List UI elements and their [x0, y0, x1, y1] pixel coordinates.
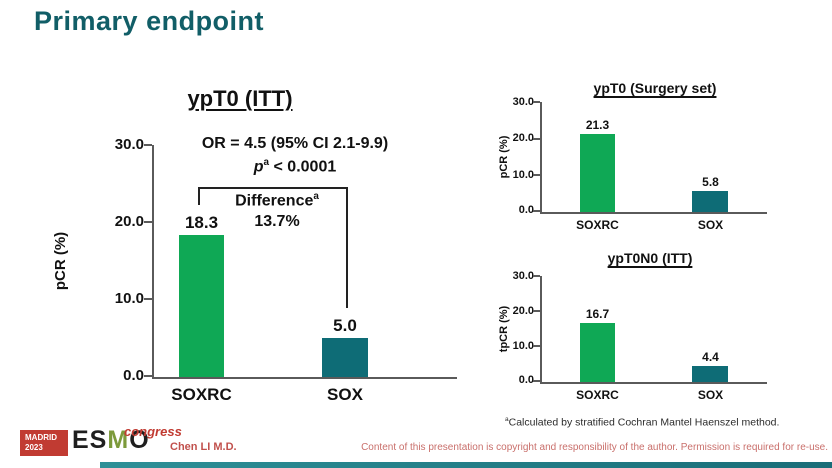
bar-value-soxrc: 21.3 — [585, 117, 610, 132]
chart-title-ypt0n0: ypT0N0 (ITT) — [607, 250, 693, 266]
y-tick-mark — [144, 375, 152, 377]
bar-soxrc — [179, 235, 224, 377]
y-tick-0: 0.0 — [123, 367, 144, 384]
y-tick-mark — [533, 210, 540, 212]
y-axis-label-pcr-small: pCR (%) — [498, 135, 510, 179]
footnote-superscript: a — [505, 416, 509, 423]
footnote: aCalculated by stratified Cochran Mantel… — [505, 416, 780, 429]
bar-value-sox: 4.4 — [702, 350, 719, 365]
y-axis-label-pcr: pCR (%) — [52, 231, 69, 291]
difference-value: 13.7% — [254, 213, 300, 230]
y-tick-30: 30.0 — [114, 136, 144, 153]
difference-superscript: a — [313, 191, 319, 202]
presenter-name: Chen LI M.D. — [170, 441, 237, 453]
plot-area-surgery-set: 30.0 20.0 10.0 0.0 21.3 5.8 SOXRC SOX — [513, 96, 767, 232]
y-tick-30: 30.0 — [512, 270, 534, 282]
chart-ypt0n0-itt: ypT0N0 (ITT) tpCR (%) 30.0 20.0 10.0 0.0… — [490, 248, 820, 420]
comparison-bracket-horizontal — [198, 187, 348, 189]
bar-sox — [692, 190, 728, 212]
y-tick-mark — [533, 174, 540, 176]
y-axis-label-tpcr: tpCR (%) — [498, 305, 510, 353]
bar-value-sox: 5.8 — [702, 174, 719, 189]
difference-label: Differencea — [235, 191, 319, 210]
y-tick-10: 10.0 — [512, 169, 534, 181]
y-tick-mark — [533, 380, 540, 382]
y-tick-mark — [144, 221, 152, 223]
y-tick-0: 0.0 — [518, 204, 534, 216]
x-label-sox: SOX — [697, 218, 724, 232]
x-label-soxrc: SOXRC — [576, 388, 619, 402]
plot-area-ypt0n0: 30.0 20.0 10.0 0.0 16.7 4.4 SOXRC SOX — [513, 270, 767, 402]
logo-year: 2023 — [25, 442, 43, 452]
bar-soxrc — [580, 323, 615, 382]
chart-ypt0-surgery-set: ypT0 (Surgery set) pCR (%) 30.0 20.0 10.… — [490, 78, 820, 243]
comparison-bracket-left-drop — [198, 187, 200, 205]
bar-sox — [322, 338, 368, 377]
y-tick-10: 10.0 — [512, 340, 534, 352]
esmo-congress-logo: MADRID 2023 ESMO congress — [20, 424, 182, 462]
y-tick-20: 20.0 — [512, 132, 534, 144]
page-title: Primary endpoint — [34, 6, 265, 36]
y-tick-30: 30.0 — [512, 96, 534, 108]
copyright-disclaimer: Content of this presentation is copyrigh… — [361, 442, 828, 453]
x-label-sox: SOX — [697, 388, 724, 402]
y-tick-mark — [533, 101, 540, 103]
odds-ratio-annotation: OR = 4.5 (95% CI 2.1-9.9) — [201, 135, 389, 152]
y-tick-mark — [533, 345, 540, 347]
madrid-2023-badge: MADRID 2023 — [20, 430, 68, 456]
congress-label: congress — [124, 424, 182, 439]
logo-city: MADRID — [25, 433, 57, 442]
comparison-bracket-right-drop — [346, 187, 348, 308]
p-superscript: a — [263, 157, 270, 168]
bar-value-soxrc: 16.7 — [585, 307, 610, 321]
bar-soxrc — [580, 133, 615, 212]
y-tick-mark — [144, 298, 152, 300]
p-value-annotation: pa < 0.0001 — [145, 157, 445, 176]
esmo-wordmark: ESMO — [72, 426, 150, 454]
y-tick-0: 0.0 — [518, 374, 534, 386]
y-tick-20: 20.0 — [114, 213, 144, 230]
y-tick-mark — [144, 144, 152, 146]
x-label-soxrc: SOXRC — [576, 218, 619, 232]
y-tick-20: 20.0 — [512, 305, 534, 317]
esmo-m-green: M — [107, 426, 130, 454]
chart-title-surgery-set: ypT0 (Surgery set) — [593, 80, 717, 96]
y-tick-10: 10.0 — [114, 290, 144, 307]
y-tick-mark — [533, 275, 540, 277]
y-tick-mark — [533, 138, 540, 140]
bottom-accent-bar — [100, 462, 832, 468]
bar-value-soxrc: 18.3 — [184, 213, 219, 233]
y-tick-mark — [533, 310, 540, 312]
bar-sox — [692, 366, 728, 382]
x-label-soxrc: SOXRC — [171, 385, 232, 404]
p-symbol: p — [253, 158, 264, 176]
plot-area-ypt0-itt: 30.0 20.0 10.0 0.0 18.3 5.0 SOXRC SOX — [115, 136, 457, 404]
x-label-sox: SOX — [327, 385, 363, 404]
p-value-text: < 0.0001 — [269, 158, 337, 176]
bar-value-sox: 5.0 — [333, 316, 357, 336]
chart-ypt0-itt: ypT0 (ITT) OR = 4.5 (95% CI 2.1-9.9) pa … — [40, 85, 460, 425]
chart-title-ypt0-itt: ypT0 (ITT) — [187, 86, 293, 111]
